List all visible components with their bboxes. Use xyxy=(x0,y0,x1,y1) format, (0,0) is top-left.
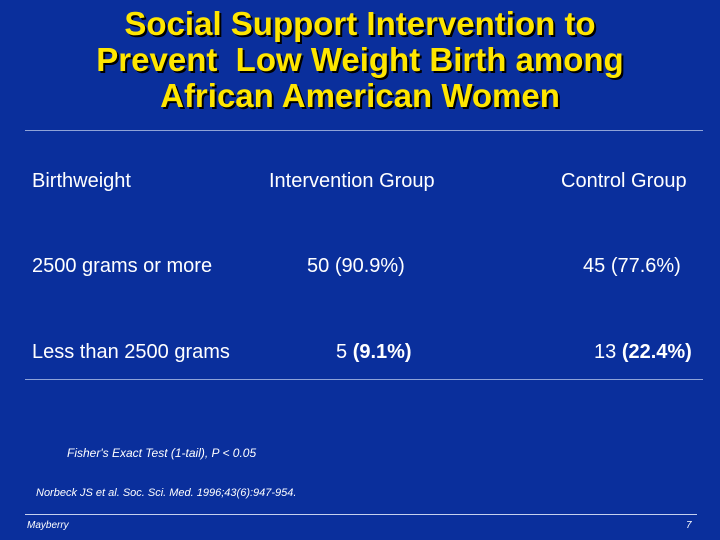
slide-title-line-1: Social Support Intervention to xyxy=(124,5,596,42)
slide-title: Social Support Intervention to Prevent L… xyxy=(0,6,720,114)
control-value: 13 (22.4%) xyxy=(594,340,692,364)
intervention-percent: (9.1%) xyxy=(352,341,412,363)
intervention-value: 50 (90.9%) xyxy=(307,254,405,278)
citation: Norbeck JS et al. Soc. Sci. Med. 1996;43… xyxy=(36,487,297,499)
statistic-note: Fisher's Exact Test (1-tail), P < 0.05 xyxy=(67,446,257,460)
header-birthweight: Birthweight xyxy=(32,170,131,192)
control-count: 13 xyxy=(594,341,617,363)
table-divider xyxy=(25,379,703,380)
row-label: Less than 2500 grams xyxy=(32,341,230,363)
slide-title-line-2: Prevent Low Weight Birth among xyxy=(96,41,624,78)
header-intervention-group: Intervention Group xyxy=(269,170,435,192)
footer-author: Mayberry xyxy=(27,520,69,531)
page-number: 7 xyxy=(686,520,692,531)
slide-title-line-3: African American Women xyxy=(160,77,560,114)
intervention-percent: (90.9%) xyxy=(334,255,405,277)
control-percent: (77.6%) xyxy=(610,255,681,277)
control-count: 45 xyxy=(583,255,606,277)
intervention-count: 5 xyxy=(336,341,348,363)
header-control-group: Control Group xyxy=(561,170,687,192)
control-value: 45 (77.6%) xyxy=(583,254,681,278)
intervention-count: 50 xyxy=(307,255,330,277)
footer-divider xyxy=(25,514,697,515)
title-divider xyxy=(25,130,703,131)
intervention-value: 5 (9.1%) xyxy=(336,340,412,364)
control-percent: (22.4%) xyxy=(621,341,692,363)
row-label: 2500 grams or more xyxy=(32,255,213,277)
